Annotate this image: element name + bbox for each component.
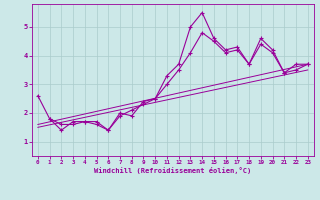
X-axis label: Windchill (Refroidissement éolien,°C): Windchill (Refroidissement éolien,°C) xyxy=(94,167,252,174)
